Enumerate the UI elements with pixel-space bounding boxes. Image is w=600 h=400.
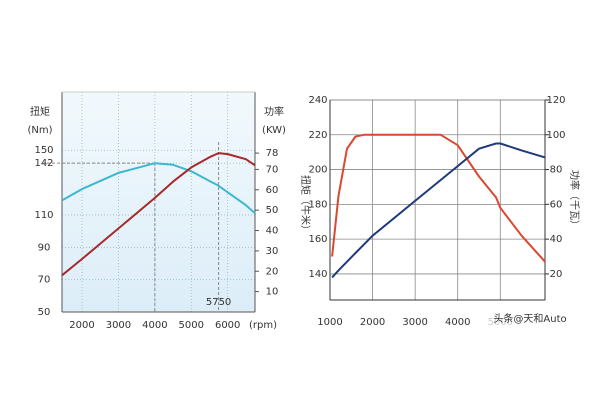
y2-tick-label: 20: [266, 266, 279, 277]
y-tick-label: 110: [34, 210, 53, 221]
series-line: [61, 152, 256, 277]
y2-tick-label: 70: [266, 164, 279, 175]
x-tick-label: 3000: [402, 317, 427, 328]
y-axis-unit: (Nm): [27, 125, 52, 136]
y2-tick-label: 60: [266, 185, 279, 196]
y2-tick-label: 50: [266, 205, 279, 216]
x-tick-label: 4000: [445, 317, 470, 328]
y2-tick-label: 40: [266, 226, 279, 237]
y-tick-label: 140: [308, 269, 327, 280]
y-tick-label: 50: [38, 307, 51, 318]
x-tick-label: 6000: [215, 320, 240, 331]
y2-axis-label: 功率: [264, 105, 284, 118]
y2-axis-unit: (KW): [262, 125, 286, 136]
series-line: [331, 142, 546, 279]
y-tick-label: 70: [38, 275, 51, 286]
y-tick-label: 90: [38, 242, 51, 253]
y-tick-label: 150: [34, 145, 53, 156]
y2-axis-label: 功率（千瓦）: [568, 170, 581, 230]
x-tick-label: 2000: [69, 320, 94, 331]
y2-tick-label: 120: [546, 95, 565, 106]
series-line: [61, 162, 256, 215]
watermark-bg: [470, 309, 592, 329]
y-axis-label: 扭矩: [30, 105, 50, 118]
y-tick-label: 180: [308, 199, 327, 210]
y-tick-label: 220: [308, 130, 327, 141]
y2-tick-label: 10: [266, 287, 279, 298]
y2-tick-label: 40: [550, 234, 563, 245]
x-tick-label: 5000: [179, 320, 204, 331]
y-tick-label: 240: [308, 95, 327, 106]
series-line: [331, 133, 546, 263]
y-tick-label: 160: [308, 234, 327, 245]
y2-tick-label: 20: [550, 269, 563, 280]
plot-bg: [62, 92, 255, 312]
y2-tick-label: 60: [550, 199, 563, 210]
annotation: 5750: [206, 297, 231, 308]
y2-tick-label: 80: [550, 165, 563, 176]
x-tick-label: 2000: [360, 317, 385, 328]
x-tick-label: 3000: [106, 320, 131, 331]
x-tick-label: 1000: [317, 317, 342, 328]
x-axis-label: (rpm): [249, 320, 277, 331]
plot-bg: [329, 99, 546, 301]
y2-tick-label: 78: [266, 148, 279, 159]
y-axis-label: 扭矩（牛米）: [299, 175, 312, 235]
y2-tick-label: 100: [546, 130, 565, 141]
watermark: 头条@天和Auto: [493, 312, 566, 325]
x-tick-label: 4000: [142, 320, 167, 331]
y-tick-label: 200: [308, 165, 327, 176]
y2-tick-label: 30: [266, 246, 279, 257]
